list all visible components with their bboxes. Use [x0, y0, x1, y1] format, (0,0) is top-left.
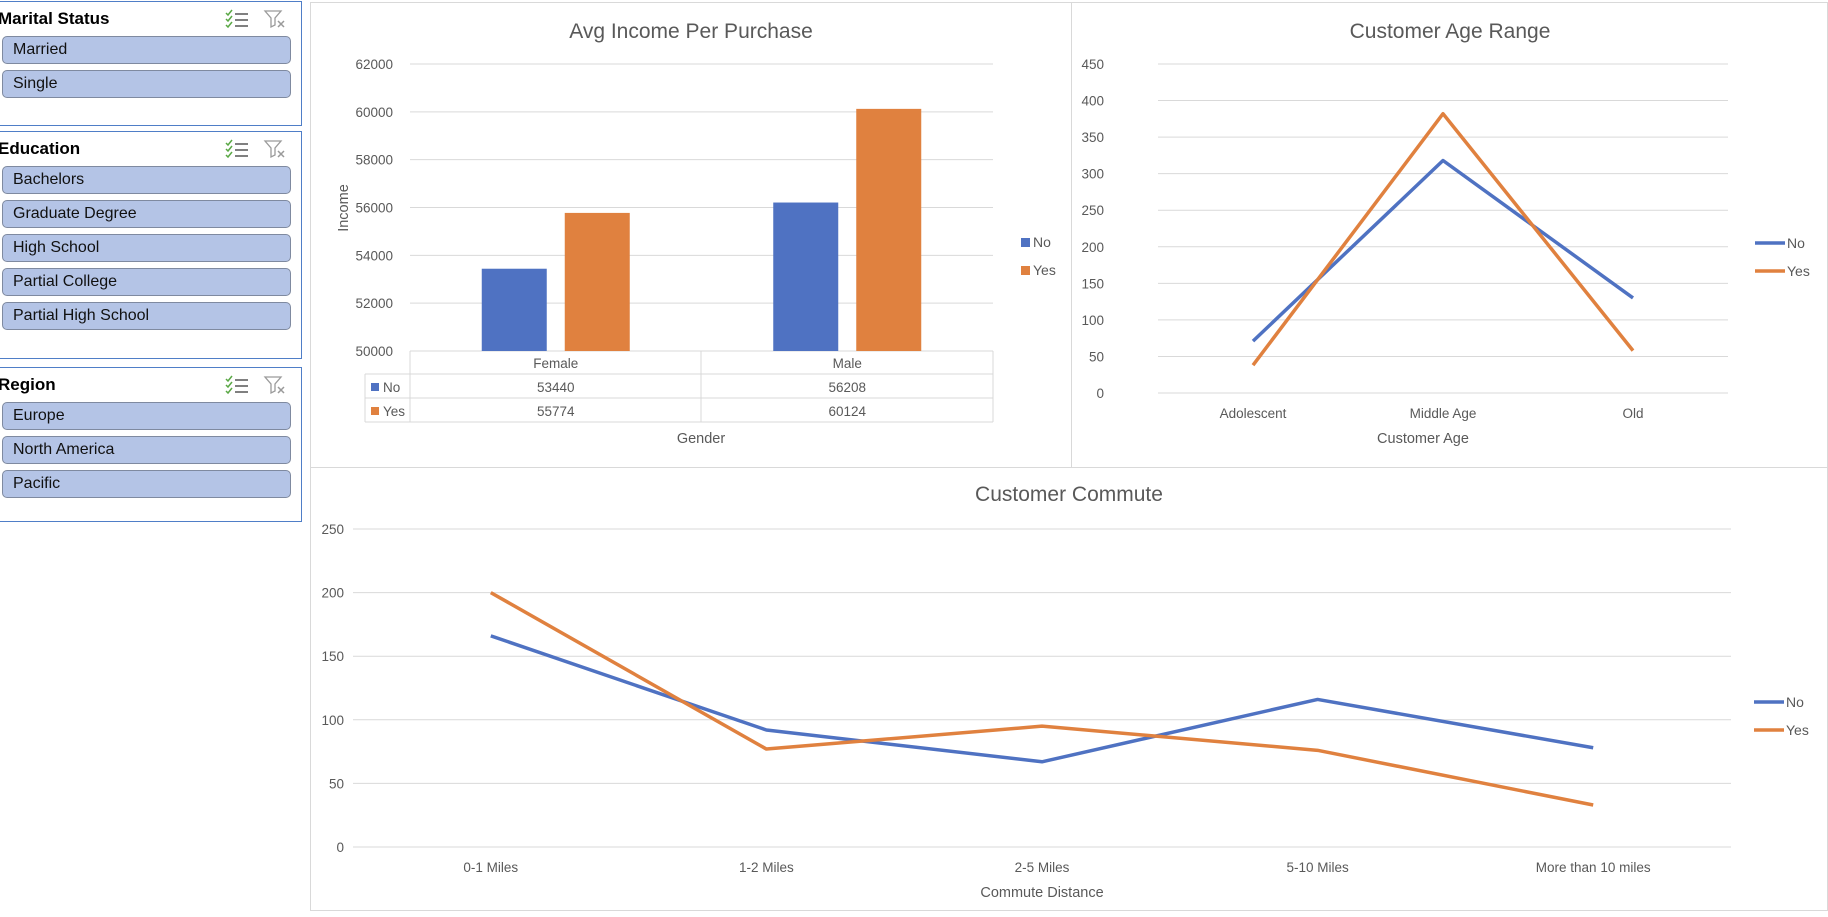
legend-label: Yes — [1033, 262, 1056, 278]
chart-title: Customer Commute — [975, 483, 1163, 506]
x-tick-label: 2-5 Miles — [1015, 860, 1070, 875]
y-tick-label: 400 — [1081, 94, 1104, 109]
slicer-items: Married Single — [0, 36, 301, 98]
slicer-item-graduate-degree[interactable]: Graduate Degree — [2, 200, 291, 228]
y-tick-label: 62000 — [355, 57, 393, 72]
slicer-items: Europe North America Pacific — [0, 402, 301, 498]
x-axis-title: Customer Age — [1377, 431, 1469, 447]
age-chart: Customer Age Range 450 400 350 300 250 200 150… — [1081, 20, 1810, 447]
slicer-items: Bachelors Graduate Degree High School Pa… — [0, 166, 301, 330]
legend-label: No — [1787, 235, 1805, 251]
clear-filter-icon[interactable] — [263, 8, 289, 30]
y-tick-label: 50000 — [355, 344, 393, 359]
x-tick-label: Adolescent — [1220, 406, 1287, 421]
y-tick-label: 50 — [329, 776, 344, 791]
commute-chart: Customer Commute 250 200 150 100 50 0 0-1 Mil… — [321, 483, 1809, 901]
slicer-title: Marital Status — [0, 9, 110, 28]
bar-yes-male[interactable] — [856, 108, 922, 351]
slicer-item-pacific[interactable]: Pacific — [2, 470, 291, 498]
slicer-title: Region — [0, 375, 56, 394]
multi-select-icon[interactable] — [224, 138, 250, 160]
data-table-value: 60124 — [828, 404, 866, 419]
y-tick-label: 60000 — [355, 105, 393, 120]
bar-no-female[interactable] — [481, 268, 547, 351]
y-tick-label: 54000 — [355, 248, 393, 263]
clear-filter-icon[interactable] — [263, 138, 289, 160]
education-slicer: Education Bachelors Graduate Degree High… — [0, 131, 302, 359]
data-table-value: 55774 — [537, 404, 575, 419]
age-chart-panel[interactable]: Customer Age Range 450 400 350 300 250 200 150… — [1071, 2, 1828, 468]
y-tick-label: 200 — [321, 586, 344, 601]
slicer-item-europe[interactable]: Europe — [2, 402, 291, 430]
x-tick-label: More than 10 miles — [1536, 860, 1651, 875]
x-tick-label: 5-10 Miles — [1286, 860, 1349, 875]
legend-label: Yes — [1786, 722, 1809, 738]
slicer-item-north-america[interactable]: North America — [2, 436, 291, 464]
legend-label: Yes — [1787, 263, 1810, 279]
clear-filter-icon[interactable] — [263, 374, 289, 396]
income-chart: Avg Income Per Purchase 62000 60000 58000 5… — [336, 20, 1056, 447]
legend-label: No — [1786, 694, 1804, 710]
marital-status-slicer: Marital Status Married Single — [0, 1, 302, 126]
commute-chart-panel[interactable]: Customer Commute 250 200 150 100 50 0 0-1 Mil… — [310, 467, 1828, 911]
y-tick-label: 0 — [1096, 386, 1104, 401]
slicer-item-partial-high-school[interactable]: Partial High School — [2, 302, 291, 330]
data-table-value: 53440 — [537, 380, 575, 395]
slicer-header: Education — [0, 132, 301, 166]
multi-select-icon[interactable] — [224, 374, 250, 396]
region-slicer: Region Europe North America Pacific — [0, 367, 302, 522]
slicer-item-single[interactable]: Single — [2, 70, 291, 98]
bar-no-male[interactable] — [773, 202, 839, 351]
series-line-yes[interactable] — [489, 591, 1594, 807]
income-chart-panel[interactable]: Avg Income Per Purchase 62000 60000 58000 5… — [310, 2, 1072, 468]
x-category-label: Female — [533, 356, 578, 371]
legend-key — [1021, 266, 1030, 275]
x-tick-label: Middle Age — [1410, 406, 1477, 421]
slicer-item-bachelors[interactable]: Bachelors — [2, 166, 291, 194]
y-tick-label: 100 — [1081, 313, 1104, 328]
data-table-series-label: Yes — [383, 404, 405, 419]
x-tick-label: 0-1 Miles — [463, 860, 518, 875]
series-line-no[interactable] — [490, 634, 1594, 764]
multi-select-icon[interactable] — [224, 8, 250, 30]
legend-label: No — [1033, 234, 1051, 250]
y-tick-label: 350 — [1081, 130, 1104, 145]
data-table-value: 56208 — [828, 380, 866, 395]
y-tick-label: 200 — [1081, 240, 1104, 255]
chart-title: Avg Income Per Purchase — [569, 20, 813, 43]
legend-key — [1021, 238, 1030, 247]
y-tick-label: 58000 — [355, 153, 393, 168]
data-table-legend-key — [371, 407, 379, 415]
y-tick-label: 56000 — [355, 201, 393, 216]
y-tick-label: 0 — [336, 840, 344, 855]
y-tick-label: 450 — [1081, 57, 1104, 72]
y-axis-title: Income — [336, 184, 352, 232]
y-tick-label: 150 — [1081, 276, 1104, 291]
slicer-item-partial-college[interactable]: Partial College — [2, 268, 291, 296]
data-table-series-label: No — [383, 380, 400, 395]
slicer-item-high-school[interactable]: High School — [2, 234, 291, 262]
x-axis-title: Gender — [677, 431, 726, 447]
y-tick-label: 52000 — [355, 296, 393, 311]
y-tick-label: 50 — [1089, 349, 1104, 364]
y-tick-label: 250 — [321, 522, 344, 537]
slicer-header: Marital Status — [0, 2, 301, 36]
slicer-header: Region — [0, 368, 301, 402]
series-line-no[interactable] — [1251, 158, 1635, 343]
y-tick-label: 300 — [1081, 167, 1104, 182]
chart-title: Customer Age Range — [1350, 20, 1551, 43]
slicer-item-married[interactable]: Married — [2, 36, 291, 64]
y-tick-label: 150 — [321, 649, 344, 664]
x-tick-label: Old — [1622, 406, 1643, 421]
series-line-yes[interactable] — [1251, 111, 1635, 367]
y-tick-label: 250 — [1081, 203, 1104, 218]
x-category-label: Male — [833, 356, 862, 371]
x-axis-title: Commute Distance — [980, 885, 1103, 901]
data-table-legend-key — [371, 383, 379, 391]
y-tick-label: 100 — [321, 713, 344, 728]
x-tick-label: 1-2 Miles — [739, 860, 794, 875]
slicer-title: Education — [0, 139, 81, 158]
bar-yes-female[interactable] — [564, 212, 630, 351]
